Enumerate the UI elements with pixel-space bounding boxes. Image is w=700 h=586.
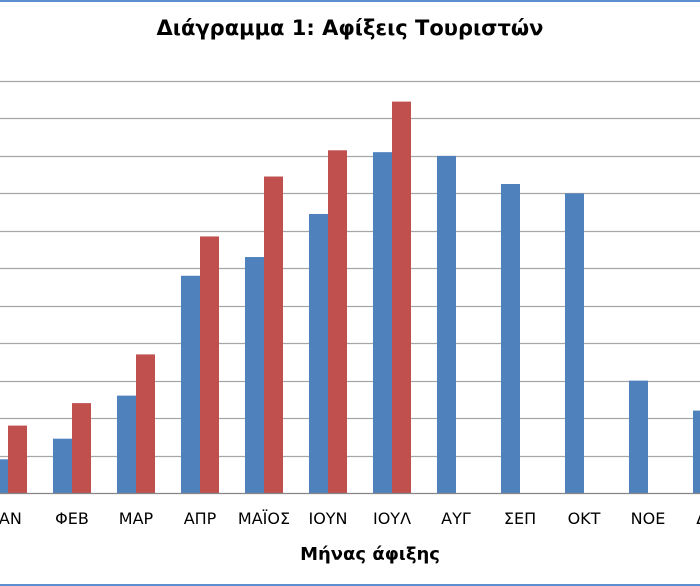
bar	[629, 380, 648, 493]
bar	[8, 425, 27, 493]
x-tick-label: ΙΟΥΛ	[373, 509, 411, 528]
x-axis-title: Μήνας άφιξης	[300, 544, 440, 565]
bar	[501, 184, 520, 493]
chart-title: Διάγραμμα 1: Αφίξεις Τουριστών	[156, 16, 544, 40]
x-tick-label: ΝΟΕ	[631, 509, 666, 528]
x-tick-label: ΔΕΚ	[696, 509, 700, 528]
bar	[565, 193, 584, 493]
bar	[693, 410, 700, 493]
x-tick-label: ΙΟΥΝ	[308, 509, 347, 528]
bar	[136, 354, 155, 493]
x-tick-label: ΦΕΒ	[55, 509, 89, 528]
bar	[309, 213, 328, 494]
bar	[392, 101, 411, 493]
x-tick-label: ΜΑΡ	[119, 509, 154, 528]
bar	[373, 152, 392, 493]
bar	[117, 395, 136, 493]
x-tick-label: ΜΑΪΟΣ	[238, 509, 290, 528]
bar	[245, 257, 264, 493]
bar	[0, 459, 8, 493]
x-tick-label: ΟΚΤ	[568, 509, 601, 528]
bar	[328, 150, 347, 494]
bar	[437, 155, 456, 493]
x-tick-label: ΙΑΝ	[0, 509, 22, 528]
bar	[72, 403, 91, 493]
bar	[200, 236, 219, 493]
x-tick-label: ΑΥΓ	[441, 509, 471, 528]
bar	[53, 438, 72, 493]
bar	[264, 176, 283, 493]
x-tick-label: ΣΕΠ	[504, 509, 536, 528]
x-tick-label: ΑΠΡ	[184, 509, 217, 528]
bar	[181, 275, 200, 493]
